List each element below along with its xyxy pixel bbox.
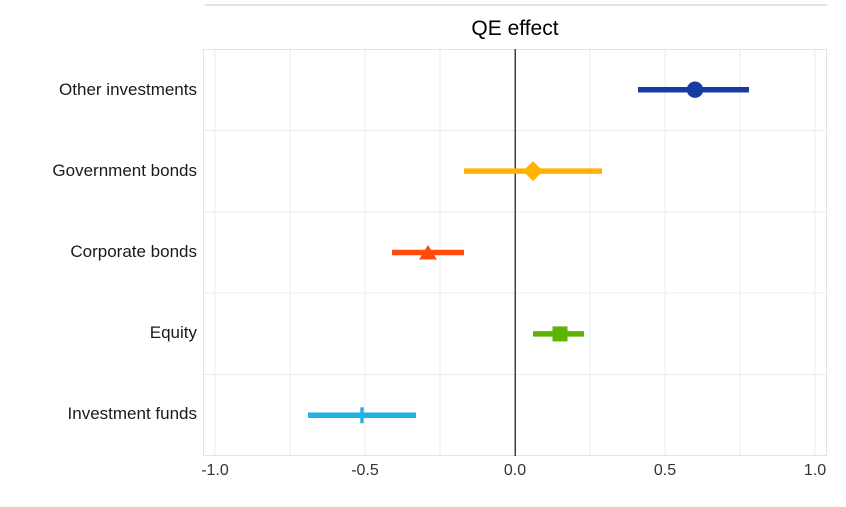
category-label-investment-funds: Investment funds xyxy=(67,404,197,423)
x-tick-label-pos05: 0.5 xyxy=(653,462,677,479)
x-tick-label-zero: 0.0 xyxy=(503,462,527,479)
category-label-equity: Equity xyxy=(149,323,197,342)
chart-title: QE effect xyxy=(471,17,559,40)
category-label-government-bonds: Government bonds xyxy=(52,161,197,180)
marker-diamond xyxy=(523,161,543,182)
top-divider xyxy=(205,4,827,6)
marker-square xyxy=(552,326,568,342)
x-tick-label-neg05: -0.5 xyxy=(351,462,379,479)
marker-triangle-up xyxy=(419,245,437,260)
x-tick-label-neg1: -1.0 xyxy=(201,462,229,479)
x-tick-label-pos1: 1.0 xyxy=(803,462,827,479)
marker-circle xyxy=(686,81,704,98)
category-label-corporate-bonds: Corporate bonds xyxy=(70,242,197,261)
category-label-other-investments: Other investments xyxy=(59,80,197,99)
marker-vline xyxy=(360,407,364,424)
